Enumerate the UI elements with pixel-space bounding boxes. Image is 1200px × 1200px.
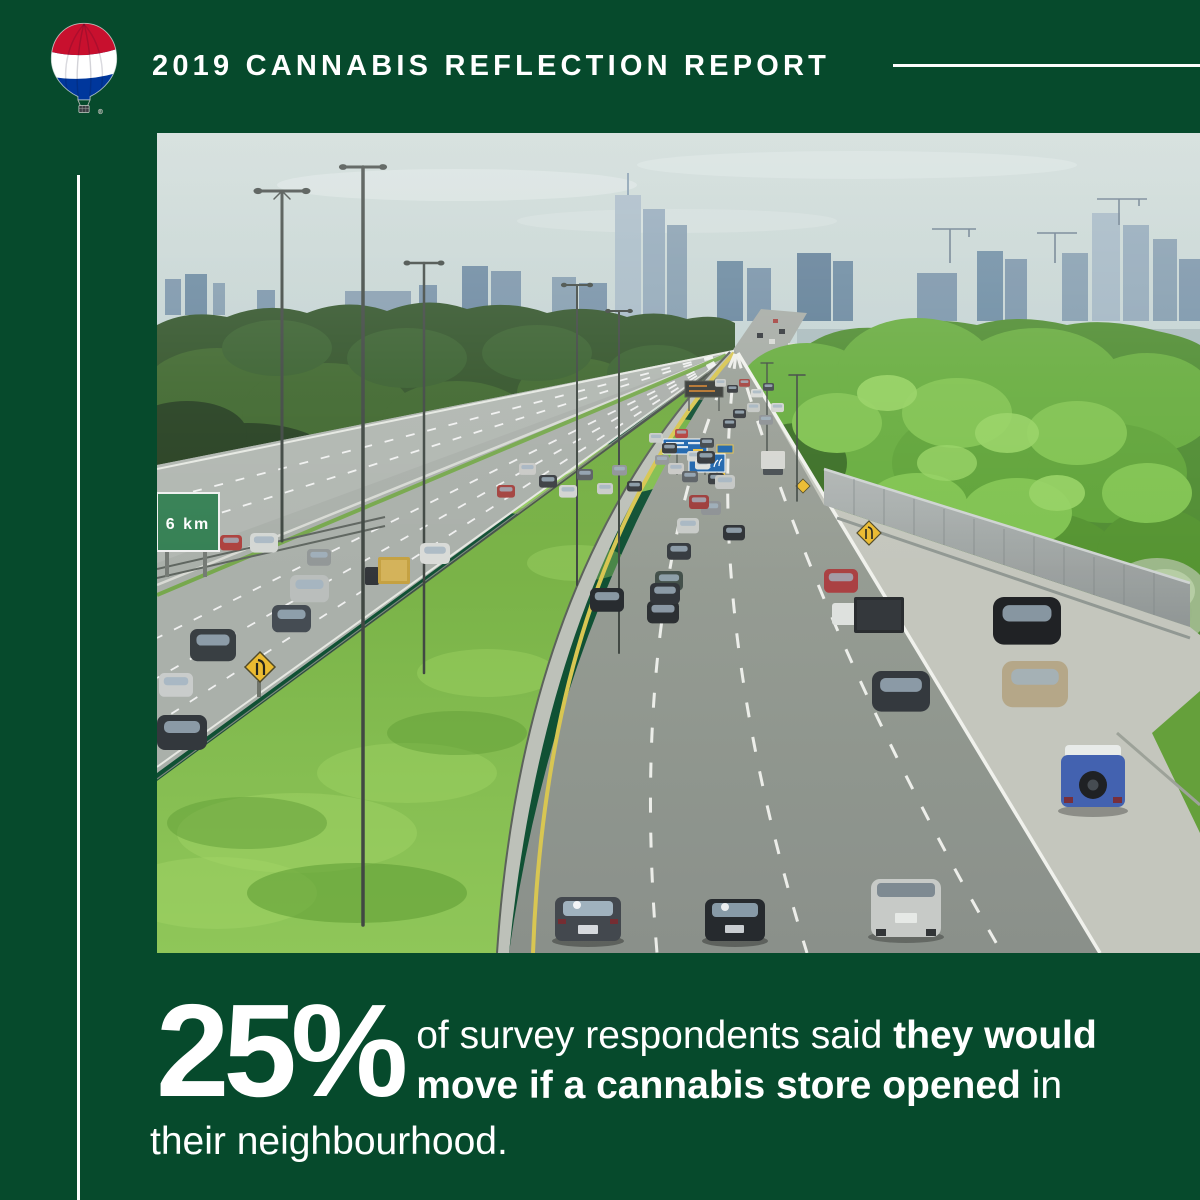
hot-air-balloon-icon: ® [50, 22, 118, 116]
stat-text-segment-bold: they would [893, 1014, 1097, 1057]
highway-photo: 6 km Leslie Street [157, 133, 1200, 953]
stat-text-segment: of survey respondents said [416, 1014, 894, 1057]
stat-text-line2: move if a cannabis store opened in [416, 1061, 1097, 1111]
stat-text-line1: of survey respondents said they would [416, 1011, 1097, 1061]
balloon-basket [77, 99, 91, 113]
stat-block: 25% of survey respondents said they woul… [150, 977, 1162, 1167]
haze-overlay [157, 133, 1200, 953]
page-title: 2019 CANNABIS REFLECTION REPORT [152, 50, 831, 82]
trademark-symbol: ® [98, 108, 103, 116]
stat-text-line3: their neighbourhood. [150, 1120, 508, 1163]
header-rule [893, 64, 1200, 67]
stat-text-segment: in [1020, 1064, 1063, 1107]
stat-text: of survey respondents said they would mo… [416, 997, 1097, 1111]
stat-text-segment-bold: move if a cannabis store opened [416, 1064, 1021, 1107]
remax-balloon-logo: ® [42, 20, 126, 120]
stat-row: 25% of survey respondents said they woul… [150, 977, 1162, 1124]
stat-value: 25% [156, 977, 408, 1124]
left-accent-line [77, 175, 80, 1200]
